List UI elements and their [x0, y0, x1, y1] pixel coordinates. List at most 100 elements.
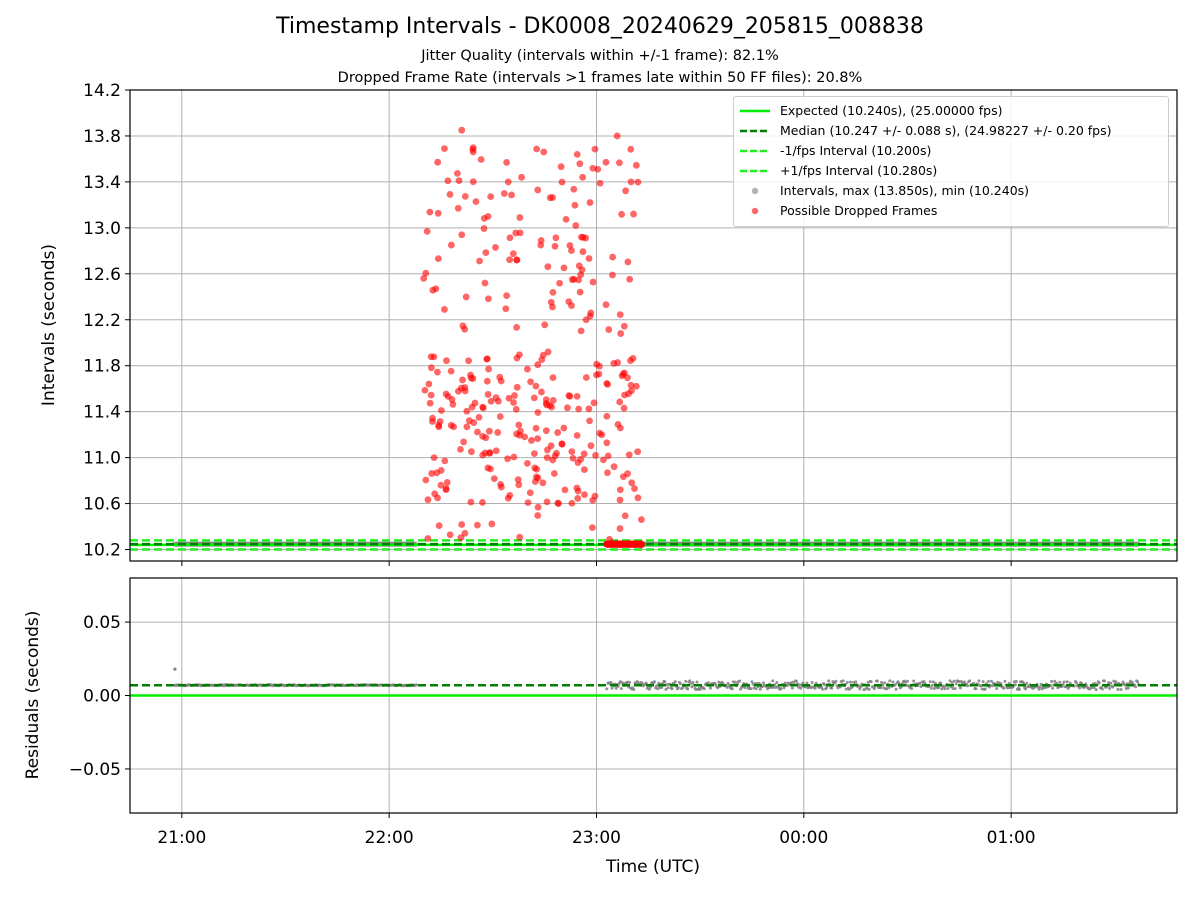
dropped-frame-point [533, 145, 541, 153]
dropped-frame-point [587, 442, 595, 450]
dropped-frame-point [524, 499, 532, 507]
dropped-frame-point [481, 279, 489, 287]
residual-point [887, 686, 891, 690]
dropped-frame-point [624, 258, 632, 266]
dropped-frame-point [570, 185, 578, 193]
residual-point [858, 687, 862, 691]
dropped-frame-point [446, 531, 454, 539]
residual-point [725, 685, 729, 689]
residual-point [830, 686, 834, 690]
residual-point [614, 686, 618, 690]
dropped-frame-point [589, 278, 597, 286]
residual-point [726, 681, 730, 685]
dropped-frame-point [560, 424, 568, 432]
dropped-frame-point [483, 355, 491, 363]
dropped-frame-point [500, 190, 508, 197]
dropped-frame-point [549, 303, 556, 311]
dropped-frame-point [533, 465, 541, 473]
dropped-frame-point [616, 496, 624, 504]
dropped-frame-point [550, 470, 558, 477]
residual-point [946, 687, 950, 691]
dropped-frame-point [467, 448, 475, 456]
residual-point [932, 686, 936, 690]
residual-point [905, 679, 909, 683]
dropped-frame-point [534, 435, 542, 443]
residual-point [1126, 686, 1130, 690]
dropped-frame-point [513, 323, 521, 331]
dropped-frame-point [457, 534, 465, 542]
dropped-frame-point [578, 266, 586, 274]
dropped-frame-point [528, 437, 535, 444]
dropped-frame-point [574, 459, 582, 466]
residual-point [813, 686, 817, 690]
dropped-frame-point [621, 512, 629, 520]
dropped-frame-point [569, 454, 577, 462]
dropped-frame-point [631, 485, 638, 493]
dropped-frame-point [617, 330, 625, 337]
dropped-frame-point [422, 476, 430, 484]
dropped-frame-point [620, 404, 628, 412]
dropped-frame-point [515, 421, 523, 429]
dropped-frame-point [516, 229, 524, 237]
dropped-frame-point [457, 384, 465, 392]
residual-point [948, 679, 952, 683]
residual-point [1068, 681, 1072, 685]
residual-point [801, 681, 805, 685]
residual-point [981, 680, 985, 684]
dropped-frame-point [619, 473, 627, 481]
residual-point [974, 687, 978, 691]
dropped-frame-point [484, 295, 492, 303]
dropped-frame-point [638, 516, 645, 524]
dropped-frame-point [625, 451, 633, 459]
residual-point [979, 684, 983, 688]
residual-point [1038, 685, 1042, 689]
residual-point [1102, 679, 1106, 683]
residual-point [605, 687, 609, 691]
legend-label-minus-interval: -1/fps Interval (10.200s) [780, 143, 932, 158]
dropped-frame-point [622, 187, 630, 195]
dropped-frame-point [512, 405, 520, 413]
dropped-frame-point [586, 199, 594, 206]
residual-point [894, 687, 898, 691]
dropped-frame-point [625, 390, 632, 398]
dropped-frame-point [616, 525, 624, 532]
dropped-frame-point [568, 302, 575, 309]
dropped-frame-point [479, 499, 486, 506]
dropped-frame-point [604, 380, 611, 388]
dropped-frame-point [626, 275, 634, 283]
dropped-frame-point [430, 353, 438, 361]
dropped-frame-point [426, 399, 434, 407]
dropped-frame-point [576, 288, 584, 296]
residual-point [943, 687, 947, 691]
residual-point [640, 681, 644, 685]
dropped-frame-point [580, 466, 588, 473]
dropped-frame-point [488, 520, 496, 528]
dropped-frame-point [570, 275, 578, 283]
residual-point [1097, 681, 1101, 685]
residual-point [888, 679, 892, 683]
residual-point [977, 679, 981, 683]
dropped-frame-point [441, 306, 448, 313]
plot-area [130, 126, 1177, 551]
dropped-frame-point [516, 214, 524, 221]
residual-outlier-point [173, 667, 177, 671]
dropped-frame-point [508, 191, 515, 199]
dropped-frame-point [479, 404, 487, 412]
dropped-frame-point [616, 424, 624, 432]
dropped-frame-point [437, 467, 445, 474]
dropped-frame-point [424, 535, 432, 542]
dropped-frame-point [460, 438, 468, 446]
residual-point [653, 680, 657, 684]
dropped-frame-point [457, 446, 464, 453]
residual-point [632, 688, 636, 692]
residual-point [1119, 688, 1123, 692]
dropped-frame-point [503, 292, 511, 300]
dropped-frame-point [581, 491, 588, 498]
dropped-frame-point [494, 429, 502, 436]
dropped-frame-point [510, 399, 517, 406]
dropped-frame-point [624, 374, 631, 382]
dropped-frame-point [575, 405, 583, 413]
y-tick-label: 13.4 [83, 173, 121, 193]
residual-point [845, 680, 849, 684]
residual-point [1136, 680, 1140, 684]
